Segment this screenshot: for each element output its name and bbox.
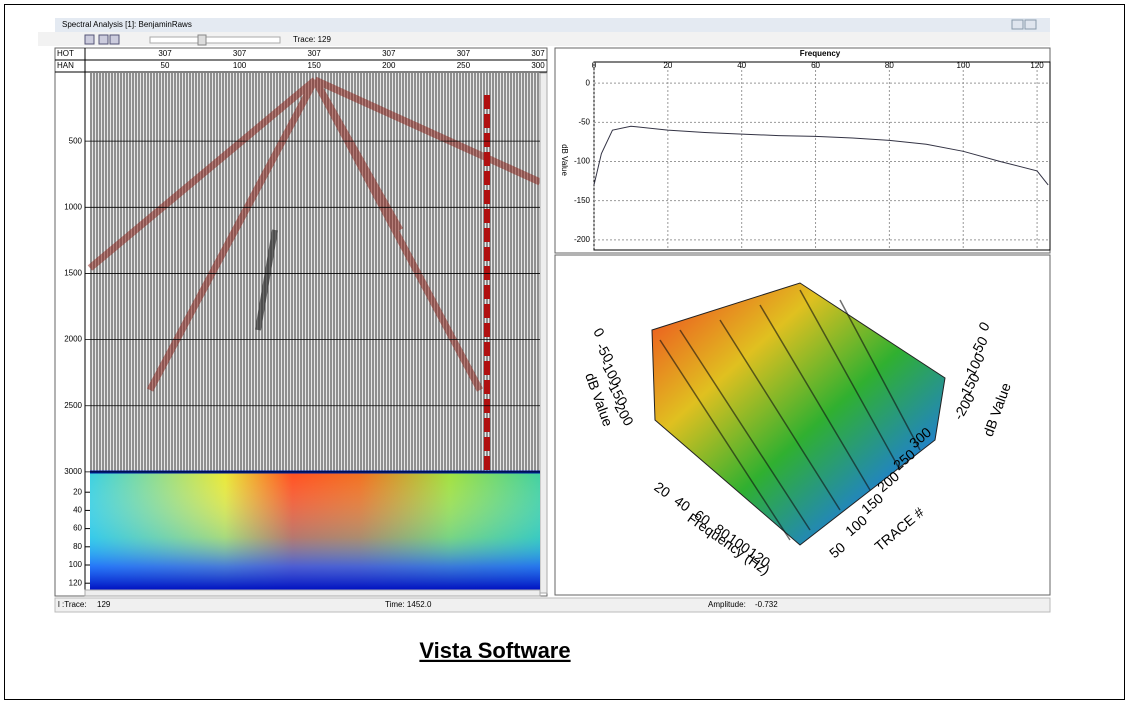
shot-value: 307 bbox=[233, 49, 247, 58]
spectrum-y-tick-label: -100 bbox=[574, 157, 591, 166]
window-title: Spectral Analysis [1]: BenjaminRaws bbox=[62, 20, 192, 29]
time-tick-label: 1000 bbox=[64, 202, 82, 211]
trace-indicator: Trace: 129 bbox=[293, 35, 331, 44]
tool-icon[interactable] bbox=[110, 35, 119, 44]
chan-tick-label: 200 bbox=[382, 61, 396, 70]
seismic-traces bbox=[90, 73, 540, 472]
status-amplitude-label: Amplitude: bbox=[708, 600, 746, 609]
status-amplitude-value: -0.732 bbox=[755, 600, 778, 609]
status-time: Time: 1452.0 bbox=[385, 600, 432, 609]
row-label: HAN bbox=[57, 61, 74, 70]
freq-tick-label: 20 bbox=[73, 487, 82, 496]
status-trace-value: 129 bbox=[97, 600, 111, 609]
status-trace-label: l :Trace: bbox=[58, 600, 87, 609]
chan-tick-label: 50 bbox=[161, 61, 170, 70]
freq-tick-label: 100 bbox=[69, 560, 83, 569]
spectrum-y-tick-label: -50 bbox=[578, 117, 590, 126]
title-bar bbox=[55, 18, 1050, 32]
chan-tick-label: 250 bbox=[457, 61, 471, 70]
trace-slider[interactable] bbox=[150, 37, 280, 43]
horizontal-scrollbar[interactable] bbox=[85, 590, 540, 596]
time-tick-label: 3000 bbox=[64, 467, 82, 476]
shot-value: 307 bbox=[531, 49, 545, 58]
chan-tick-label: 100 bbox=[233, 61, 247, 70]
spectrum-title: Frequency bbox=[800, 49, 841, 58]
freq-tick-label: 60 bbox=[73, 524, 82, 533]
shot-value: 307 bbox=[308, 49, 322, 58]
tool-icon[interactable] bbox=[99, 35, 108, 44]
shot-value: 307 bbox=[457, 49, 471, 58]
tool-icon[interactable] bbox=[85, 35, 94, 44]
spectrum-y-label: dB Value bbox=[560, 144, 569, 176]
spectrum-y-tick-label: -150 bbox=[574, 196, 591, 205]
spectrogram-shade bbox=[90, 472, 540, 590]
maximize-button[interactable] bbox=[1025, 20, 1036, 29]
shot-value: 307 bbox=[158, 49, 172, 58]
freq-tick-label: 80 bbox=[73, 542, 82, 551]
time-tick-label: 500 bbox=[69, 136, 83, 145]
chan-tick-label: 150 bbox=[308, 61, 322, 70]
time-tick-label: 1500 bbox=[64, 269, 82, 278]
shot-value: 307 bbox=[382, 49, 396, 58]
status-bar bbox=[55, 598, 1050, 612]
time-tick-label: 2500 bbox=[64, 401, 82, 410]
freq-tick-label: 120 bbox=[69, 578, 83, 587]
spectrum-y-tick-label: 0 bbox=[586, 78, 591, 87]
vertical-scrollbar[interactable] bbox=[540, 73, 547, 593]
time-tick-label: 2000 bbox=[64, 335, 82, 344]
row-label: HOT bbox=[57, 49, 74, 58]
slider-thumb[interactable] bbox=[198, 35, 206, 45]
chan-tick-label: 300 bbox=[531, 61, 545, 70]
spectrum-y-tick-label: -200 bbox=[574, 235, 591, 244]
page: Spectral Analysis [1]: BenjaminRaws Trac… bbox=[0, 0, 1129, 702]
caption: Vista Software bbox=[419, 638, 570, 663]
freq-tick-label: 40 bbox=[73, 506, 82, 515]
minimize-button[interactable] bbox=[1012, 20, 1023, 29]
